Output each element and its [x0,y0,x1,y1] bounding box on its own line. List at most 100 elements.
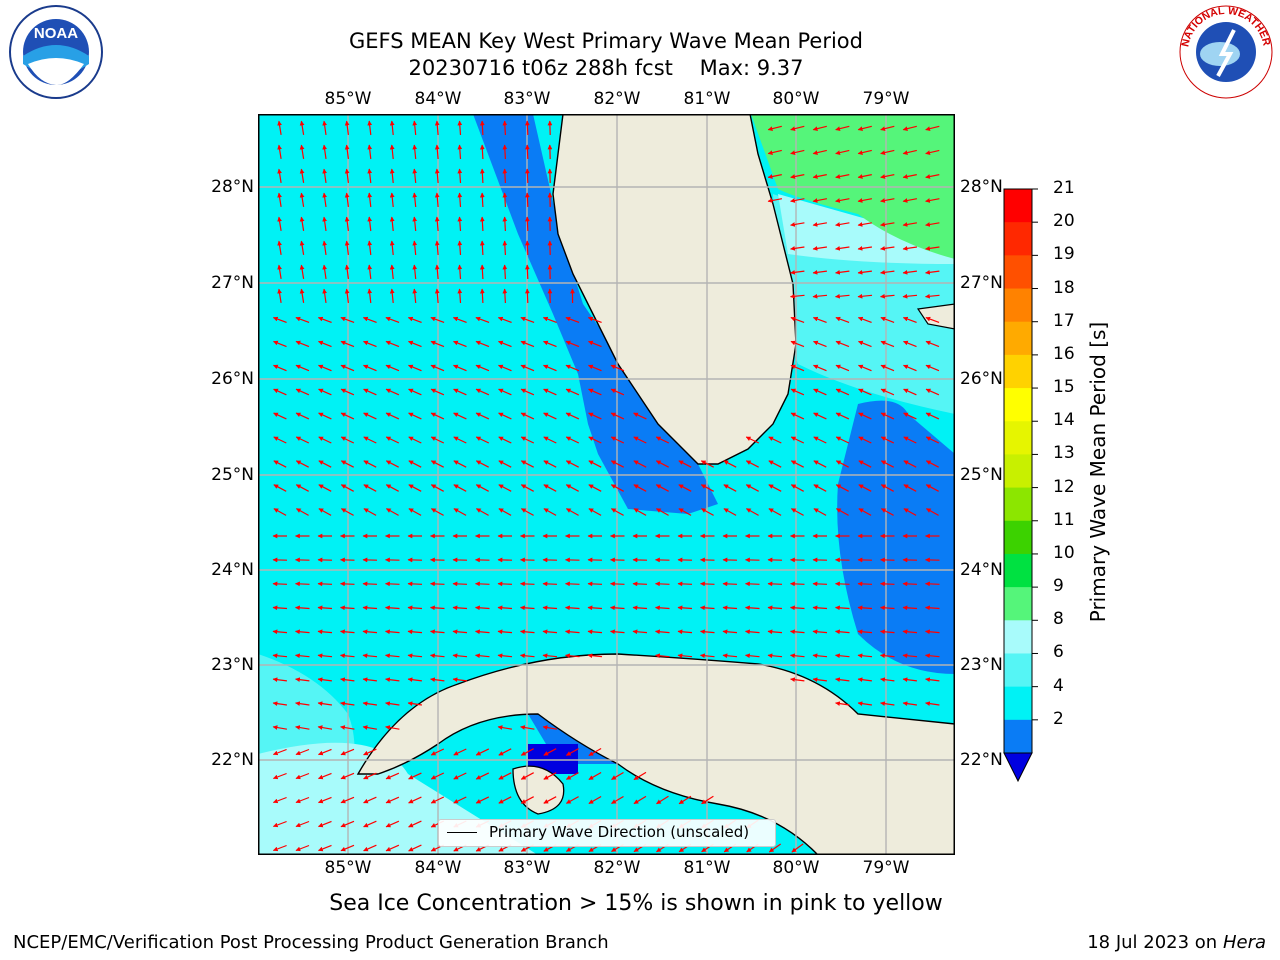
wave-direction-arrow [273,340,287,348]
wave-direction-arrow [340,772,355,780]
wave-direction-arrow [857,198,873,203]
wave-direction-arrow [768,508,782,516]
wave-direction-arrow [880,388,895,396]
wave-direction-arrow [812,149,827,155]
wave-direction-arrow [498,412,512,420]
wave-direction-arrow [880,460,894,468]
wave-direction-arrow [880,174,895,179]
wave-direction-arrow [880,629,895,635]
footer-date: 18 Jul 2023 on Hera [1087,932,1266,953]
wave-direction-arrow [277,216,282,231]
wave-direction-arrow [295,772,310,780]
wave-direction-arrow [430,605,445,611]
wave-direction-arrow [408,796,422,804]
colorbar-tick-label: 10 [1053,542,1075,563]
wave-direction-arrow [363,820,377,828]
wave-direction-arrow [452,605,468,611]
wave-direction-arrow [745,484,759,492]
wave-direction-arrow [543,772,557,780]
wave-direction-arrow [457,120,463,136]
wave-direction-arrow [903,508,917,516]
wave-direction-arrow [475,748,490,756]
wave-direction-arrow [340,748,355,756]
wave-direction-arrow [295,844,310,852]
wave-direction-arrow [497,316,512,323]
wave-direction-arrow [434,120,440,136]
wave-direction-arrow [318,388,332,396]
colorbar-tick-label: 4 [1053,675,1064,696]
wave-direction-arrow [299,264,305,279]
wave-direction-arrow [791,843,804,853]
wave-direction-arrow [925,316,940,323]
wave-direction-arrow [610,364,625,372]
wave-direction-arrow [588,412,602,420]
wave-direction-arrow [295,316,310,323]
colorbar-tick-label: 14 [1053,410,1075,431]
wave-direction-arrow [722,581,738,587]
wave-direction-arrow [768,843,782,853]
wave-direction-arrow [322,240,327,255]
chart-subtitle: 20230716 t06z 288h fcst Max: 9.37 [408,56,804,80]
wave-direction-arrow [790,629,805,635]
wave-direction-arrow [344,216,350,231]
wave-direction-arrow [812,269,827,275]
wave-direction-arrow [498,436,512,444]
wave-direction-arrow [295,484,309,492]
wave-direction-arrow [434,144,440,160]
wave-direction-arrow [903,436,917,444]
wave-direction-arrow [453,772,467,780]
wave-direction-arrow [497,605,513,611]
wave-direction-arrow [835,125,850,131]
wave-direction-arrow [543,364,557,372]
wave-direction-arrow [565,581,580,587]
wave-direction-arrow [408,772,422,780]
wave-direction-arrow [408,508,422,516]
wave-direction-arrow [767,581,783,587]
wave-direction-arrow [565,412,580,420]
wave-direction-arrow [565,484,579,492]
wave-direction-arrow [362,316,377,323]
wave-direction-arrow [632,605,648,611]
wave-direction-arrow [745,460,759,468]
wave-direction-arrow [925,701,940,706]
wave-direction-arrow [902,269,917,275]
wave-direction-arrow [273,460,287,468]
wave-direction-arrow [767,605,783,611]
wave-direction-arrow [430,796,445,804]
wave-direction-arrow [520,796,534,804]
wave-direction-arrow [767,174,782,179]
wave-direction-arrow [453,412,467,420]
wave-direction-arrow [340,844,355,852]
wave-direction-arrow [475,653,490,659]
wave-direction-arrow [858,340,872,348]
colorbar-tick-label: 20 [1053,211,1075,232]
wave-direction-arrow [479,168,485,184]
wave-direction-arrow [295,629,310,635]
wave-direction-arrow [430,460,444,468]
wave-direction-arrow [588,460,602,468]
wave-direction-arrow [925,629,940,635]
wave-direction-arrow [389,144,395,160]
wave-direction-arrow [925,508,939,516]
wave-direction-arrow [457,264,463,280]
wave-direction-arrow [407,701,422,706]
wave-direction-arrow [633,412,647,420]
wave-direction-arrow [363,460,377,468]
wave-direction-arrow [277,264,282,279]
wave-direction-arrow [340,820,355,828]
wave-direction-arrow [588,484,602,492]
colorbar-tick-label: 13 [1053,443,1075,464]
colorbar [1003,188,1038,783]
wave-direction-arrow [385,508,399,516]
wave-direction-arrow [479,240,485,256]
wave-direction-arrow [430,484,444,492]
wave-direction-arrow [835,629,850,635]
wave-direction-arrow [385,340,400,348]
wave-direction-arrow [430,508,444,516]
wave-direction-arrow [363,436,377,444]
wave-direction-arrow [790,149,805,155]
wave-direction-arrow [835,605,850,611]
wave-direction-arrow [723,508,737,516]
wave-direction-arrow [790,125,805,131]
lat-label-left-26n: 26°N [211,369,254,389]
